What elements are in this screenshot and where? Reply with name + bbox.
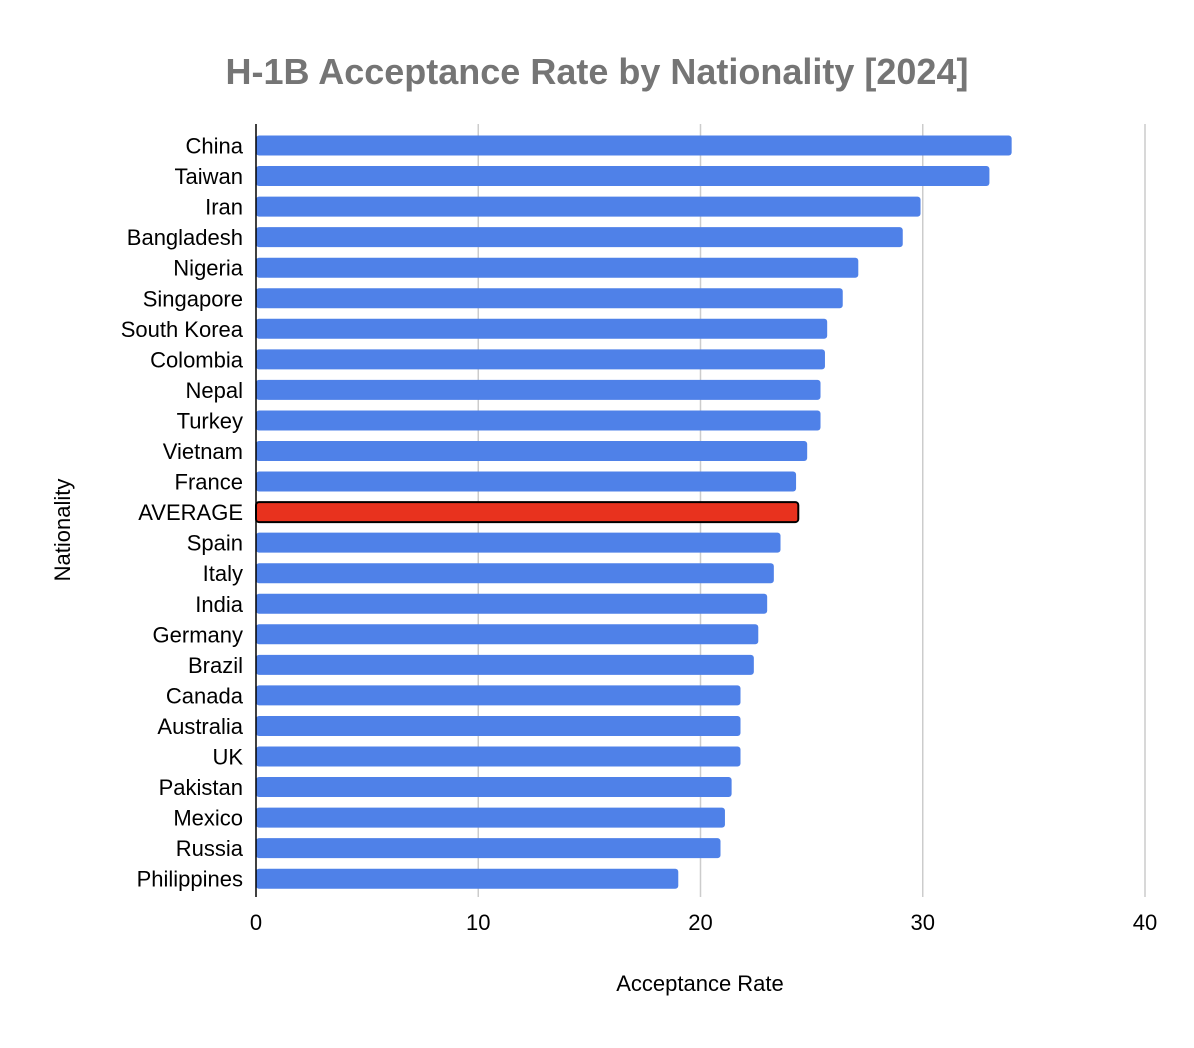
bar bbox=[256, 746, 741, 767]
category-labels: China Taiwan Iran Bangladesh Nigeria Singapor… bbox=[121, 134, 244, 892]
bar bbox=[256, 257, 859, 278]
category-label: Mexico bbox=[173, 806, 243, 831]
x-tick-label: 40 bbox=[1133, 910, 1157, 935]
bar bbox=[256, 166, 990, 187]
bar bbox=[256, 807, 725, 828]
bar bbox=[256, 777, 732, 798]
category-label: Pakistan bbox=[159, 775, 243, 800]
x-tick-label: 0 bbox=[250, 910, 262, 935]
category-label: Vietnam bbox=[163, 439, 243, 464]
bar bbox=[256, 410, 821, 431]
category-label: Italy bbox=[203, 561, 243, 586]
bar-average bbox=[255, 501, 800, 524]
y-axis-title: Nationality bbox=[50, 479, 75, 582]
category-label: Iran bbox=[205, 195, 243, 220]
category-label: Bangladesh bbox=[127, 225, 243, 250]
x-axis-title: Acceptance Rate bbox=[616, 971, 784, 996]
bar bbox=[256, 227, 903, 248]
bars bbox=[255, 135, 1012, 889]
x-tick-label: 30 bbox=[911, 910, 935, 935]
category-label: AVERAGE bbox=[138, 500, 243, 525]
category-label: Nigeria bbox=[173, 256, 243, 281]
bar bbox=[256, 593, 768, 614]
category-label: Turkey bbox=[177, 408, 243, 433]
category-label: France bbox=[175, 470, 243, 495]
category-label: Singapore bbox=[143, 286, 243, 311]
category-label: Nepal bbox=[186, 378, 243, 403]
category-label: Spain bbox=[187, 531, 243, 556]
bar bbox=[256, 838, 721, 859]
bar bbox=[256, 715, 741, 736]
chart-title: H-1B Acceptance Rate by Nationality [202… bbox=[226, 51, 969, 92]
category-label: Colombia bbox=[150, 347, 244, 372]
bar bbox=[256, 441, 808, 461]
bar bbox=[256, 563, 774, 584]
category-label: Australia bbox=[157, 714, 243, 739]
x-tick-label: 10 bbox=[466, 910, 490, 935]
category-label: Canada bbox=[166, 683, 244, 708]
category-label: UK bbox=[212, 745, 243, 770]
category-label: Taiwan bbox=[175, 164, 243, 189]
bar bbox=[256, 532, 781, 553]
category-label: South Korea bbox=[121, 317, 244, 342]
category-label: India bbox=[195, 592, 243, 617]
bar bbox=[256, 318, 828, 339]
bar bbox=[256, 868, 679, 889]
category-label: Philippines bbox=[137, 867, 243, 892]
x-tick-labels: 0 10 20 30 40 bbox=[250, 910, 1157, 935]
bar bbox=[256, 288, 843, 309]
bar bbox=[256, 196, 921, 217]
bar bbox=[256, 654, 754, 675]
bar bbox=[256, 349, 825, 370]
category-label: Germany bbox=[153, 622, 243, 647]
category-label: Brazil bbox=[188, 653, 243, 678]
bar bbox=[256, 685, 741, 706]
category-label: Russia bbox=[176, 836, 244, 861]
category-label: China bbox=[186, 134, 244, 159]
x-tick-label: 20 bbox=[688, 910, 712, 935]
bar bbox=[256, 135, 1012, 156]
bar bbox=[256, 471, 797, 492]
bar bbox=[256, 379, 821, 400]
bar bbox=[256, 624, 759, 645]
